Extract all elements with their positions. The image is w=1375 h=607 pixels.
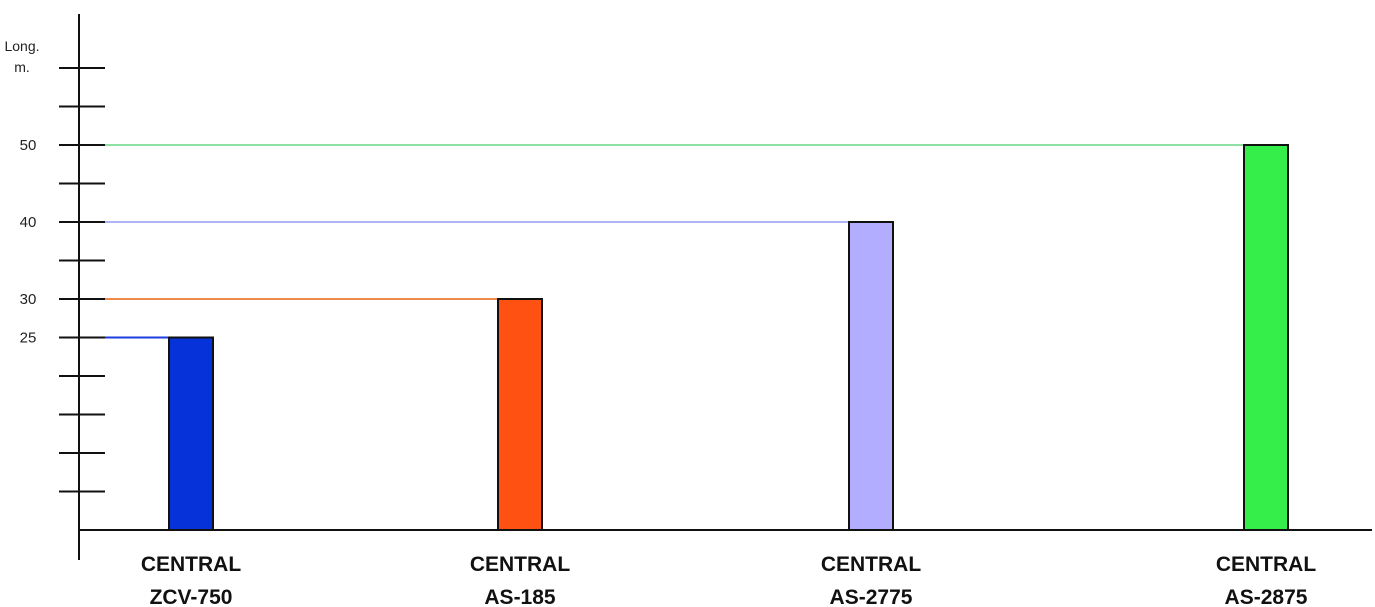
category-labels: CENTRAL ZCV-750 CENTRAL AS-185 CENTRAL AS-277… — [141, 553, 1316, 607]
y-axis-label-line-1: Long. — [4, 38, 39, 54]
category-label: CENTRAL — [1216, 553, 1316, 576]
bar — [168, 336, 214, 531]
y-tick-label: 25 — [20, 330, 37, 347]
bar — [497, 298, 543, 531]
category-label: CENTRAL — [821, 553, 921, 576]
y-tick-label: 50 — [20, 137, 37, 154]
axes — [78, 14, 1372, 560]
y-tick-label: 30 — [20, 291, 37, 308]
bars — [168, 144, 1289, 531]
category-label: AS-2875 — [1225, 586, 1308, 607]
category-label: ZCV-750 — [150, 586, 233, 607]
y-tick-label: 40 — [20, 214, 37, 231]
category-label: AS-2775 — [830, 586, 913, 607]
category-label: AS-185 — [484, 586, 556, 607]
category-label: CENTRAL — [470, 553, 570, 576]
y-ticks: 25 30 40 50 — [20, 67, 105, 493]
reference-lines — [79, 144, 1266, 339]
category-label: CENTRAL — [141, 553, 241, 576]
y-axis-label-line-2: m. — [14, 59, 30, 75]
bar — [1243, 144, 1289, 531]
bar — [848, 221, 894, 531]
y-axis-label: Long. m. — [4, 38, 39, 75]
